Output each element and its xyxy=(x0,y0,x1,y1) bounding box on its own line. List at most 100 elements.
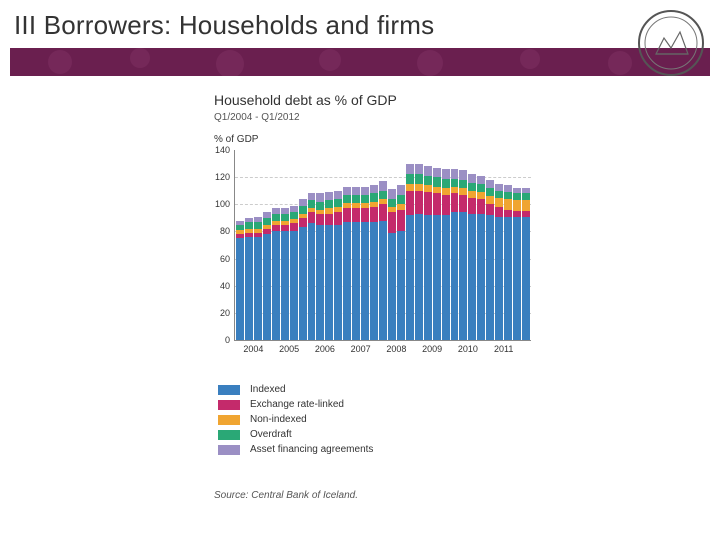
bar-segment-nonidx xyxy=(406,184,414,191)
bar-stack xyxy=(263,212,271,340)
y-tick-label: 100 xyxy=(200,199,230,209)
bar-segment-indexed xyxy=(406,215,414,340)
slide: III Borrowers: Households and firms Hous… xyxy=(0,0,720,540)
bar-segment-overdraft xyxy=(379,191,387,199)
bar-segment-indexed xyxy=(495,217,503,341)
x-tick-label: 2009 xyxy=(422,344,442,354)
bar-segment-indexed xyxy=(254,237,262,340)
bar-segment-exlinked xyxy=(352,208,360,222)
bar-segment-asset xyxy=(495,184,503,191)
bar-stack xyxy=(370,185,378,340)
bar-segment-exlinked xyxy=(334,212,342,224)
bar-segment-asset xyxy=(397,185,405,195)
bar-segment-asset xyxy=(504,185,512,192)
chart-subtitle: Q1/2004 - Q1/2012 xyxy=(214,112,300,123)
seal-icon xyxy=(636,8,706,78)
plot-area: 20042005200620072008200920102011 xyxy=(234,150,531,341)
legend-swatch xyxy=(218,415,240,425)
bar-segment-exlinked xyxy=(468,198,476,214)
bar-segment-indexed xyxy=(504,217,512,341)
bar-segment-exlinked xyxy=(486,204,494,215)
chart-area: 20042005200620072008200920102011 0204060… xyxy=(200,150,530,360)
bar-stack xyxy=(388,189,396,340)
bar-segment-asset xyxy=(334,191,342,199)
y-tick-label: 80 xyxy=(200,226,230,236)
y-axis-title: % of GDP xyxy=(214,134,258,145)
bar-segment-exlinked xyxy=(442,195,450,215)
bar-segment-asset xyxy=(299,199,307,206)
bar-segment-indexed xyxy=(281,231,289,340)
legend-swatch xyxy=(218,430,240,440)
bar-stack xyxy=(424,166,432,340)
legend-item-asset: Asset financing agreements xyxy=(218,444,373,455)
legend-label: Overdraft xyxy=(250,429,292,440)
legend-label: Asset financing agreements xyxy=(250,444,373,455)
bar-segment-indexed xyxy=(468,214,476,340)
bar-segment-overdraft xyxy=(254,222,262,229)
bar-segment-overdraft xyxy=(299,206,307,214)
x-tick-label: 2011 xyxy=(494,344,513,354)
bar-segment-exlinked xyxy=(316,214,324,225)
bar-segment-indexed xyxy=(245,237,253,340)
bar-segment-indexed xyxy=(263,234,271,340)
bar-stack xyxy=(254,217,262,340)
bar-segment-asset xyxy=(415,164,423,175)
bar-segment-asset xyxy=(468,174,476,182)
bar-segment-overdraft xyxy=(343,195,351,203)
bar-stack xyxy=(308,193,316,340)
bar-stack xyxy=(477,176,485,340)
source-label: Source: xyxy=(214,490,248,501)
bar-segment-asset xyxy=(325,192,333,200)
grid-line xyxy=(235,177,531,178)
bar-segment-nonidx xyxy=(513,200,521,211)
legend-swatch xyxy=(218,385,240,395)
bar-stack xyxy=(343,187,351,340)
bar-segment-overdraft xyxy=(477,184,485,192)
bar-segment-exlinked xyxy=(451,193,459,212)
bar-stack xyxy=(272,208,280,340)
bar-segment-indexed xyxy=(415,214,423,340)
bar-stack xyxy=(299,199,307,340)
bar-segment-exlinked xyxy=(343,208,351,222)
bar-stack xyxy=(468,174,476,340)
bar-segment-nonidx xyxy=(459,188,467,195)
y-tick-label: 40 xyxy=(200,281,230,291)
y-tick-label: 140 xyxy=(200,145,230,155)
bar-segment-exlinked xyxy=(272,225,280,232)
y-tick-label: 120 xyxy=(200,172,230,182)
bar-segment-indexed xyxy=(272,231,280,340)
bar-segment-indexed xyxy=(397,231,405,340)
bar-segment-exlinked xyxy=(406,191,414,215)
bar-segment-overdraft xyxy=(290,212,298,219)
x-tick-label: 2008 xyxy=(386,344,406,354)
bar-segment-indexed xyxy=(424,215,432,340)
bar-segment-overdraft xyxy=(316,202,324,210)
bar-segment-indexed xyxy=(451,212,459,340)
bar-stack xyxy=(397,185,405,340)
bar-segment-nonidx xyxy=(468,191,476,198)
bar-segment-indexed xyxy=(343,222,351,340)
bar-segment-exlinked xyxy=(325,214,333,225)
bar-segment-overdraft xyxy=(504,192,512,199)
bar-segment-indexed xyxy=(361,222,369,340)
bar-segment-indexed xyxy=(486,215,494,340)
bar-segment-indexed xyxy=(433,215,441,340)
bar-segment-exlinked xyxy=(477,199,485,214)
x-tick-label: 2005 xyxy=(279,344,299,354)
bar-segment-exlinked xyxy=(361,208,369,222)
bar-segment-indexed xyxy=(388,233,396,340)
bar-segment-indexed xyxy=(316,225,324,340)
bar-segment-asset xyxy=(433,168,441,178)
bar-segment-exlinked xyxy=(433,193,441,215)
bar-stack xyxy=(459,170,467,340)
bar-segment-indexed xyxy=(513,217,521,341)
bar-segment-nonidx xyxy=(415,184,423,191)
bar-segment-overdraft xyxy=(468,183,476,191)
bar-segment-exlinked xyxy=(504,210,512,217)
bar-segment-nonidx xyxy=(486,196,494,204)
bar-stack xyxy=(504,185,512,340)
bar-segment-exlinked xyxy=(290,223,298,231)
bar-segment-indexed xyxy=(379,221,387,340)
bar-segment-exlinked xyxy=(495,207,503,217)
bar-segment-overdraft xyxy=(442,179,450,189)
